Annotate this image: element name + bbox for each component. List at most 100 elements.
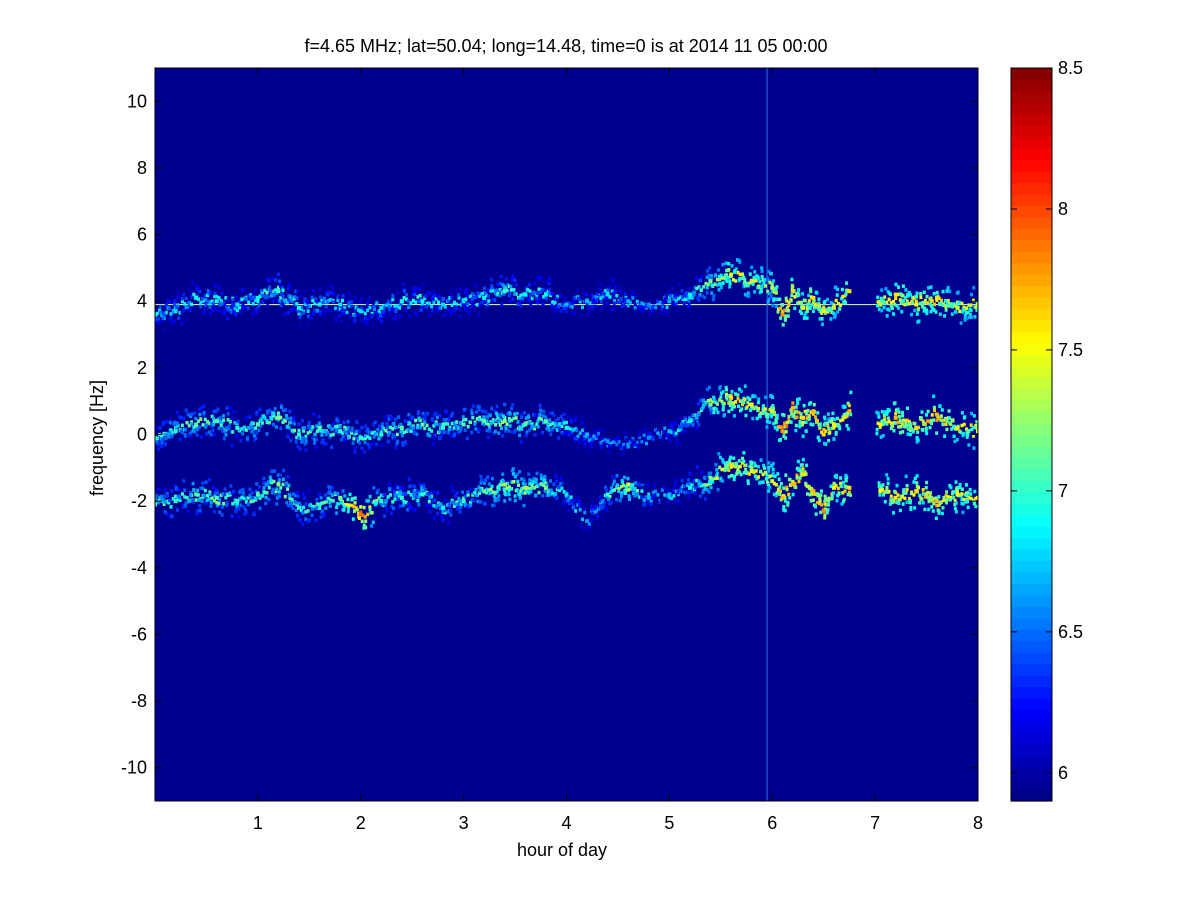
heat-speckle <box>492 494 496 498</box>
heat-speckle <box>573 418 577 422</box>
heat-speckle <box>341 489 345 493</box>
heat-speckle <box>186 305 190 310</box>
heat-speckle <box>396 493 400 498</box>
heat-speckle <box>703 475 707 480</box>
heat-speckle <box>385 508 389 513</box>
heat-speckle <box>687 303 691 308</box>
heat-speckle <box>578 297 582 301</box>
heat-speckle <box>772 412 776 417</box>
heat-cell <box>553 423 557 427</box>
heat-speckle <box>501 283 505 288</box>
heat-speckle <box>234 421 238 425</box>
heat-speckle <box>543 474 547 479</box>
heat-point <box>801 472 806 477</box>
heat-cell <box>311 504 315 509</box>
heat-speckle <box>487 482 491 486</box>
heat-speckle <box>785 420 789 425</box>
heat-speckle <box>817 297 821 301</box>
heat-speckle <box>204 501 208 505</box>
heat-speckle <box>946 285 950 290</box>
heat-speckle <box>889 304 893 308</box>
heat-speckle <box>592 294 596 299</box>
heat-speckle <box>667 507 671 511</box>
heat-speckle <box>270 290 274 294</box>
heat-speckle <box>698 494 702 498</box>
heat-cell <box>935 503 939 508</box>
heat-cell <box>974 424 978 428</box>
heat-speckle <box>730 264 734 268</box>
heat-speckle <box>163 432 167 437</box>
heat-speckle <box>838 426 842 431</box>
heat-cell <box>256 299 260 304</box>
heat-speckle <box>166 299 170 303</box>
heat-speckle <box>188 499 192 503</box>
heat-cell <box>649 499 653 503</box>
heat-speckle <box>504 492 508 497</box>
heat-speckle <box>804 420 808 424</box>
heat-speckle <box>948 416 952 420</box>
heat-cell <box>681 419 685 424</box>
heat-speckle <box>276 473 280 477</box>
heat-cell <box>930 299 934 303</box>
heat-speckle <box>892 312 896 316</box>
heat-cell <box>603 288 607 293</box>
heat-speckle <box>793 416 797 420</box>
heat-speckle <box>168 513 172 517</box>
heat-speckle <box>969 308 973 313</box>
heat-point <box>934 295 939 300</box>
heat-cell <box>217 501 221 506</box>
heat-speckle <box>834 432 838 436</box>
heat-cell <box>292 428 296 433</box>
heat-cell <box>548 293 552 298</box>
heat-speckle <box>394 314 398 318</box>
heat-cell <box>208 490 212 494</box>
colorbar-level <box>1011 457 1052 470</box>
heat-cell <box>505 288 509 293</box>
heat-speckle <box>191 500 195 504</box>
heat-speckle <box>406 507 410 512</box>
heat-point <box>399 495 404 500</box>
heat-speckle <box>940 408 944 412</box>
heat-speckle <box>440 515 444 519</box>
heat-speckle <box>753 474 757 478</box>
heat-speckle <box>788 496 792 500</box>
heat-speckle <box>771 279 775 283</box>
heat-cell <box>923 298 927 303</box>
heat-speckle <box>623 432 627 436</box>
heat-speckle <box>843 412 847 417</box>
heat-speckle <box>911 300 915 305</box>
heat-point <box>893 495 898 500</box>
heat-cell <box>942 418 946 423</box>
heat-speckle <box>752 461 756 465</box>
heat-speckle <box>594 430 598 434</box>
heat-cell <box>776 425 780 429</box>
heat-speckle <box>253 438 257 442</box>
heat-speckle <box>822 423 826 427</box>
heat-speckle <box>554 418 558 423</box>
heat-speckle <box>615 473 619 478</box>
heat-cell <box>622 483 626 488</box>
heat-speckle <box>357 511 361 516</box>
heat-cell <box>974 496 978 501</box>
heat-speckle <box>778 297 782 302</box>
heat-speckle <box>431 295 435 299</box>
heat-speckle <box>163 487 167 492</box>
heat-speckle <box>422 305 426 309</box>
heat-cell <box>210 414 214 419</box>
heat-cell <box>532 426 536 431</box>
heat-speckle <box>358 441 362 445</box>
heat-speckle <box>536 419 540 424</box>
heat-speckle <box>486 435 490 440</box>
heat-speckle <box>767 461 771 465</box>
heat-point <box>914 302 919 307</box>
heat-point <box>811 295 816 300</box>
heat-speckle <box>447 521 451 525</box>
heat-speckle <box>155 320 159 325</box>
heat-speckle <box>775 427 779 432</box>
heat-speckle <box>447 427 451 432</box>
heat-speckle <box>846 492 850 497</box>
heat-speckle <box>842 497 846 502</box>
heat-speckle <box>415 488 419 493</box>
heat-cell <box>409 429 413 433</box>
heat-speckle <box>882 413 886 418</box>
